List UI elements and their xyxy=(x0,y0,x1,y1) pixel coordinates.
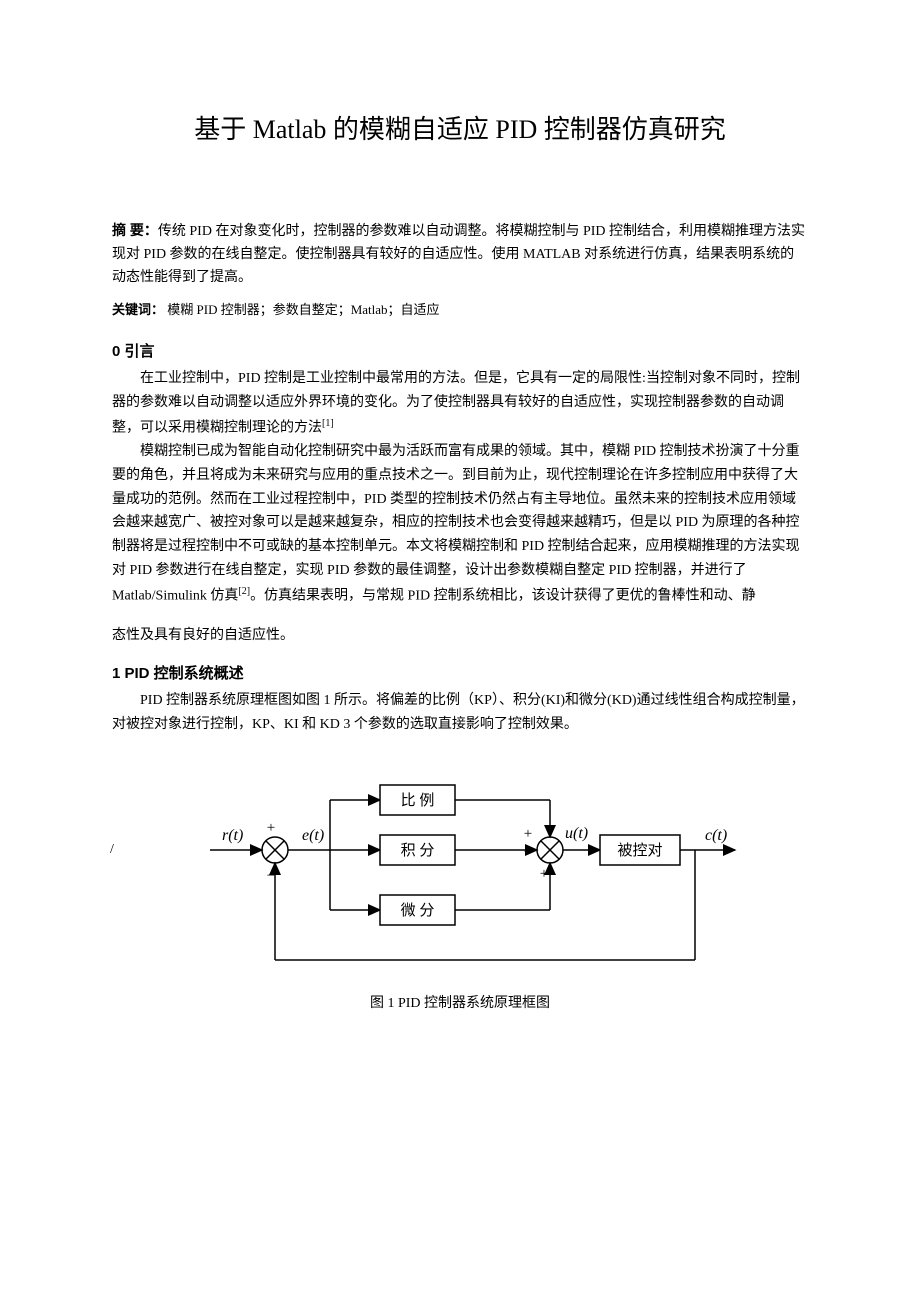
svg-text:+: + xyxy=(524,844,532,860)
page-title: 基于 Matlab 的模糊自适应 PID 控制器仿真研究 xyxy=(112,110,808,150)
section-0-heading: 0 引言 xyxy=(112,340,808,363)
section-1-paragraph-1: PID 控制器系统原理框图如图 1 所示。将偏差的比例（KP）、积分(KI)和微… xyxy=(112,689,808,737)
svg-text:c(t): c(t) xyxy=(705,827,727,844)
abstract: 摘 要：传统 PID 在对象变化时，控制器的参数难以自动调整。将模糊控制与 PI… xyxy=(112,220,808,289)
svg-text:比 例: 比 例 xyxy=(401,792,435,809)
svg-text:r(t): r(t) xyxy=(222,827,243,844)
section-0-paragraph-1: 在工业控制中，PID 控制是工业控制中最常用的方法。但是，它具有一定的局限性:当… xyxy=(112,367,808,440)
section-0-paragraph-2: 模糊控制已成为智能自动化控制研究中最为活跃而富有成果的领域。其中，模糊 PID … xyxy=(112,440,808,608)
pid-block-diagram: / + − + + + r(t) e(t) 比 例积 分微 分 u(t) 被控对 c(t) 图 1 … xyxy=(112,755,808,1015)
keywords: 关键词： 模糊 PID 控制器；参数自整定；Matlab；自适应 xyxy=(112,300,808,320)
svg-text:+: + xyxy=(267,820,275,836)
diagram-svg: + − + + + r(t) e(t) 比 例积 分微 分 u(t) 被控对 c(t) xyxy=(180,755,740,985)
citation-1: [1] xyxy=(322,418,334,429)
svg-text:u(t): u(t) xyxy=(565,825,588,842)
citation-2: [2] xyxy=(238,586,250,597)
keywords-label: 关键词： xyxy=(112,302,164,317)
svg-text:+: + xyxy=(540,866,548,882)
p2b-text: 。仿真结果表明，与常规 PID 控制系统相比，该设计获得了更优的鲁棒性和动、静 xyxy=(250,588,756,603)
abstract-text: 传统 PID 在对象变化时，控制器的参数难以自动调整。将模糊控制与 PID 控制… xyxy=(112,224,805,285)
svg-text:被控对: 被控对 xyxy=(617,842,662,859)
svg-text:+: + xyxy=(524,826,532,842)
svg-text:−: − xyxy=(267,868,275,884)
svg-text:积 分: 积 分 xyxy=(401,842,435,859)
svg-text:微 分: 微 分 xyxy=(401,902,435,919)
section-0-paragraph-3: 态性及具有良好的自适应性。 xyxy=(112,624,808,648)
figure-1-caption: 图 1 PID 控制器系统原理框图 xyxy=(112,993,808,1015)
slash-mark: / xyxy=(110,839,114,861)
svg-text:e(t): e(t) xyxy=(302,827,324,844)
p2a-text: 模糊控制已成为智能自动化控制研究中最为活跃而富有成果的领域。其中，模糊 PID … xyxy=(112,444,800,603)
abstract-label: 摘 要： xyxy=(112,222,158,238)
p1-text: 在工业控制中，PID 控制是工业控制中最常用的方法。但是，它具有一定的局限性:当… xyxy=(112,371,800,435)
keywords-text: 模糊 PID 控制器；参数自整定；Matlab；自适应 xyxy=(164,302,440,317)
section-1-heading: 1 PID 控制系统概述 xyxy=(112,662,808,685)
